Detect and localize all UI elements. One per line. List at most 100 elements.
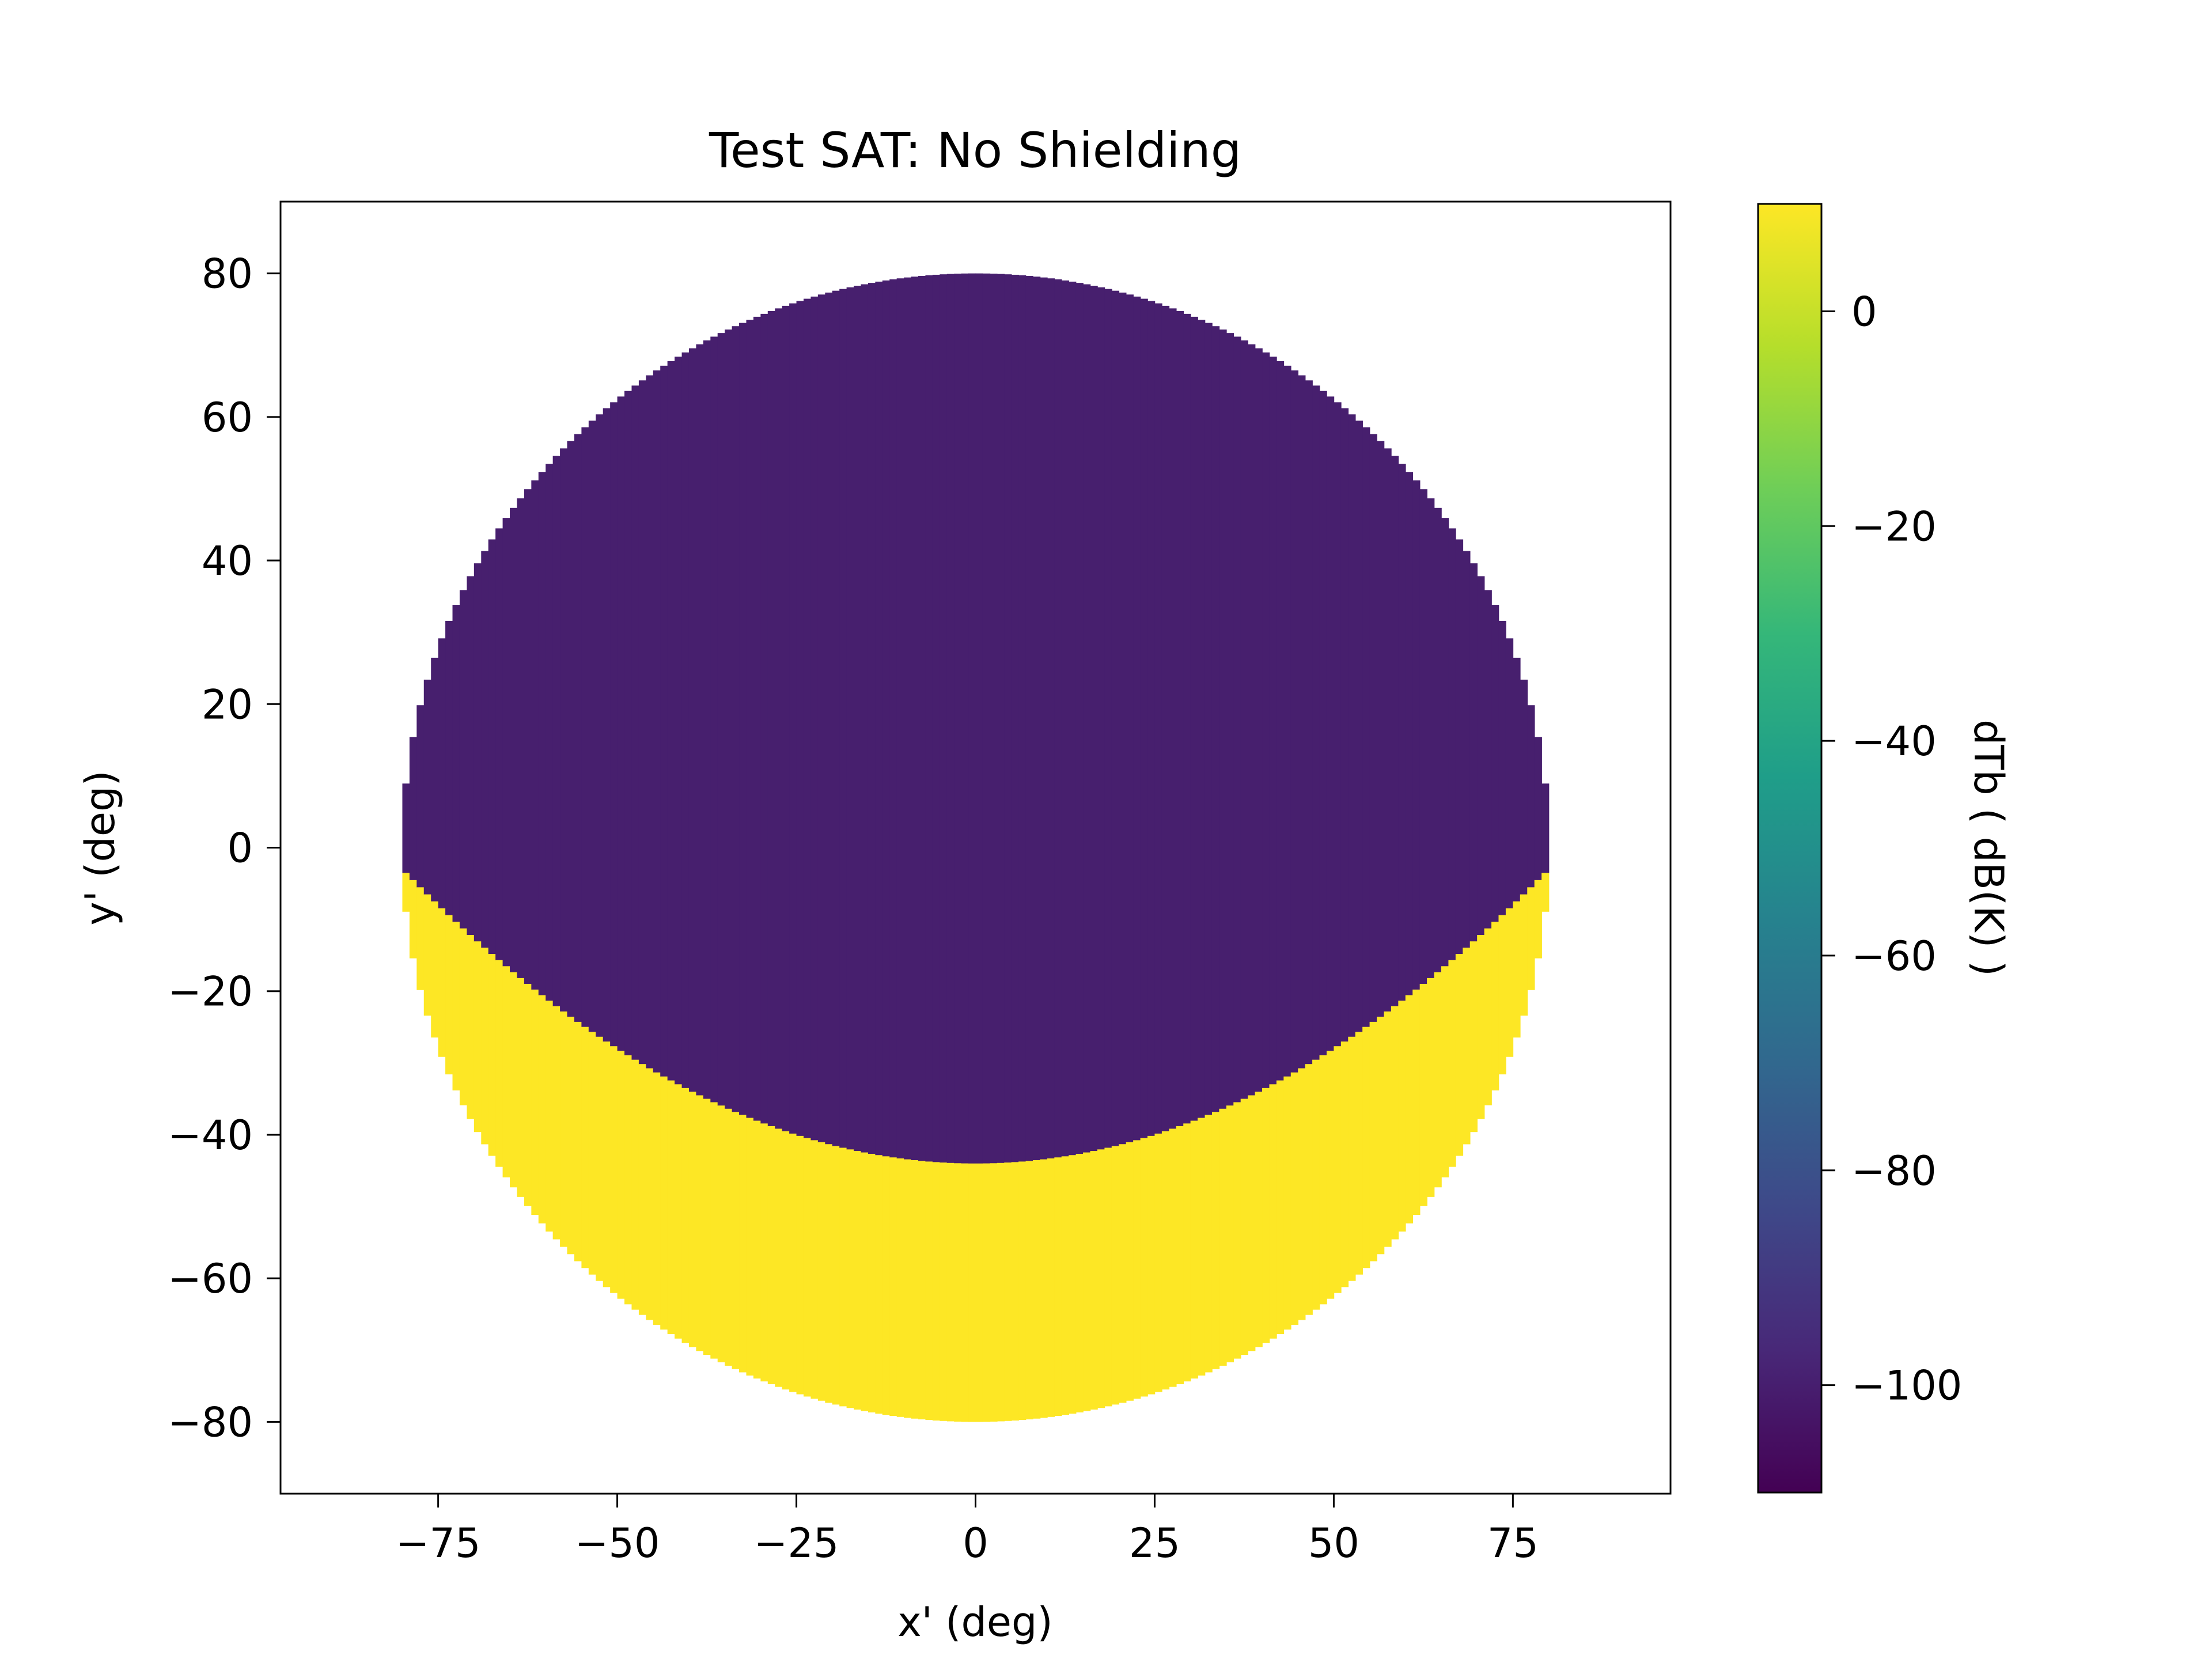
x-axis: −75 −50 −25 0 25 50 75 [396, 1494, 1539, 1567]
heatmap-cell-upper [1211, 326, 1220, 1112]
heatmap-cell-lower [1248, 1095, 1256, 1351]
heatmap-cell-lower [1033, 1160, 1041, 1419]
heatmap-cell-upper [1391, 456, 1399, 1007]
heatmap-cell-upper [610, 402, 618, 1047]
heatmap-cell-upper [1183, 313, 1191, 1124]
heatmap-cell-upper [1427, 498, 1435, 979]
heatmap-cell-upper [581, 427, 589, 1028]
heatmap-cell-upper [531, 480, 539, 990]
heatmap-cell-upper [968, 273, 976, 1164]
heatmap-cell-lower [1147, 1135, 1156, 1395]
heatmap-cell-lower [889, 1157, 897, 1416]
heatmap-cell-upper [1040, 277, 1048, 1160]
heatmap-cell-lower [839, 1147, 847, 1407]
heatmap-cell-upper [1075, 283, 1084, 1154]
heatmap-cell-upper [932, 274, 941, 1162]
heatmap-cell-upper [459, 590, 468, 929]
heatmap-cell-lower [1498, 915, 1506, 1075]
heatmap-cell-lower [932, 1162, 941, 1421]
heatmap-cell-lower [1233, 1102, 1241, 1359]
heatmap-cell-lower [825, 1144, 833, 1403]
heatmap-cell-upper [688, 348, 697, 1092]
heatmap-cell-lower [861, 1152, 869, 1411]
heatmap-cell-upper [1083, 284, 1091, 1153]
colorbar-label: dTb ( dB(K) ) [1965, 719, 2012, 976]
heatmap-cell-lower [1025, 1161, 1033, 1419]
heatmap-cell-upper [423, 679, 431, 895]
heatmap-cell-lower [1133, 1140, 1141, 1399]
heatmap-cell-upper [1405, 472, 1414, 996]
y-axis: −80 −60 −40 −20 0 20 40 60 80 [168, 251, 281, 1446]
heatmap-cell-upper [696, 344, 704, 1096]
heatmap-cell-upper [1262, 352, 1270, 1089]
heatmap-cell-lower [467, 935, 475, 1119]
heatmap-cell-upper [631, 385, 639, 1060]
colorbar-tick-label: −20 [1851, 503, 1937, 550]
heatmap-cell-lower [854, 1151, 862, 1410]
heatmap-cell-upper [402, 783, 410, 873]
heatmap-cell-upper [1505, 638, 1514, 909]
heatmap-cell-upper [882, 280, 891, 1157]
heatmap-cell-upper [1111, 290, 1120, 1146]
heatmap-cell-upper [1434, 507, 1442, 973]
heatmap-cell-upper [416, 705, 425, 888]
heatmap-cell-lower [1477, 935, 1485, 1119]
heatmap-cell-lower [1018, 1161, 1027, 1421]
heatmap-cell-upper [675, 357, 683, 1085]
heatmap-cell-lower [438, 908, 446, 1057]
heatmap-cell-lower [1262, 1088, 1270, 1343]
heatmap-cell-upper [560, 448, 568, 1012]
heatmap-cell-upper [1169, 308, 1177, 1129]
heatmap-cell-lower [624, 1055, 632, 1305]
heatmap-cell-lower [1513, 901, 1521, 1038]
heatmap-cell-lower [510, 972, 518, 1188]
heatmap-cell-upper [1305, 380, 1313, 1065]
heatmap-cell-lower [1097, 1149, 1105, 1408]
heatmap-cell-lower [681, 1088, 690, 1343]
heatmap-cell-lower [1355, 1032, 1363, 1275]
heatmap-cell-lower [502, 966, 510, 1177]
heatmap-cell-upper [588, 421, 597, 1032]
heatmap-cell-lower [495, 960, 503, 1167]
heatmap-cell-upper [567, 441, 575, 1017]
heatmap-cell-lower [1369, 1021, 1377, 1262]
heatmap-cell-upper [1205, 323, 1213, 1115]
heatmap-cell-lower [603, 1041, 611, 1287]
heatmap-cell-lower [1226, 1105, 1234, 1362]
heatmap-cell-upper [1319, 391, 1327, 1056]
heatmap-cell-lower [990, 1163, 998, 1422]
colorbar-tick-label: −60 [1851, 933, 1937, 980]
y-tick-label: −40 [168, 1112, 253, 1159]
colorbar-tick-label: −100 [1851, 1362, 1962, 1410]
heatmap-cell-lower [1312, 1059, 1320, 1310]
heatmap-cell-upper [1069, 281, 1077, 1156]
heatmap-cell-upper [875, 281, 883, 1156]
heatmap-cell-upper [1362, 427, 1370, 1028]
heatmap-cell-upper [1025, 276, 1033, 1161]
heatmap-cell-lower [488, 954, 496, 1156]
heatmap-cell-upper [624, 391, 632, 1056]
heatmap-cell-upper [710, 336, 718, 1103]
heatmap-cell-lower [1348, 1036, 1356, 1281]
heatmap-cell-upper [1520, 679, 1528, 895]
heatmap-cell-lower [1448, 960, 1456, 1167]
heatmap-cell-upper [975, 273, 983, 1164]
heatmap-cell-lower [581, 1027, 589, 1268]
heatmap-cell-upper [1513, 657, 1521, 902]
heatmap-cell-lower [567, 1016, 575, 1255]
heatmap-cell-upper [617, 396, 625, 1051]
x-tick-label: 50 [1308, 1520, 1359, 1567]
heatmap-cell-upper [861, 284, 869, 1153]
heatmap-cell-upper [1334, 402, 1342, 1047]
heatmap-cell-upper [1233, 336, 1241, 1103]
heatmap-cell-lower [1011, 1162, 1019, 1421]
heatmap-cell-lower [1384, 1011, 1392, 1247]
heatmap-cells [402, 273, 1550, 1422]
heatmap-cell-upper [552, 456, 560, 1007]
heatmap-cell-lower [445, 915, 453, 1075]
heatmap-cell-upper [1290, 370, 1299, 1073]
heatmap-cell-lower [803, 1138, 812, 1397]
heatmap-cell-upper [1326, 396, 1335, 1051]
heatmap-cell-lower [1061, 1156, 1069, 1415]
